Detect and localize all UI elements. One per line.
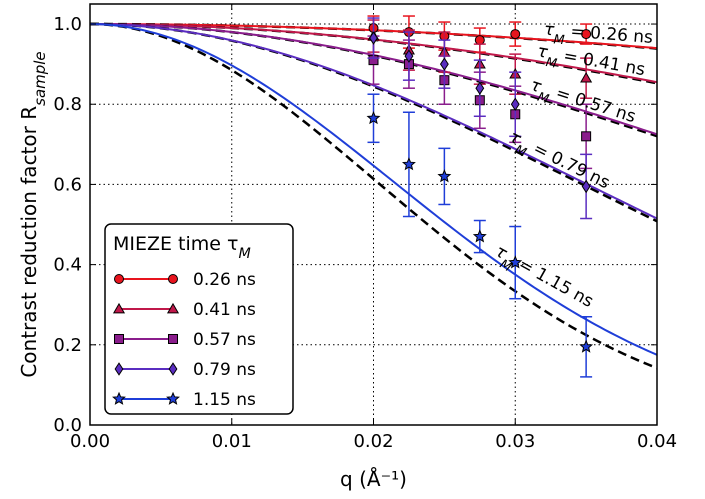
legend-marker [168,274,178,284]
data-point [510,29,521,40]
y-tick-label: 0.2 [53,335,82,356]
legend-marker [168,362,178,376]
legend-label: 0.41 ns [193,300,256,320]
data-point [580,71,593,83]
data-point [581,29,592,40]
legend-marker [114,362,124,376]
data-point [508,255,523,269]
legend-label: 0.79 ns [193,360,256,380]
legend-label: 1.15 ns [193,390,256,410]
legend-item-1: 0.41 ns [112,300,256,320]
legend-marker [168,334,178,344]
legend-label: 0.26 ns [193,270,256,290]
data-point [475,81,485,95]
x-axis-label: q (Å⁻¹) [340,467,407,491]
legend-marker [112,302,126,314]
data-point [510,97,520,112]
legend-marker [114,334,124,344]
fit-curve-dashed [89,22,658,370]
data-point [439,57,449,71]
fit-curve-3 [89,23,658,220]
data-point [581,131,592,142]
legend-label: 0.57 ns [193,330,256,350]
data-point [366,110,381,125]
y-tick-label: 0.8 [53,94,82,115]
series-3 [367,17,593,220]
y-tick-label: 1.0 [53,14,82,35]
data-points [366,15,594,378]
y-tick-label: 0.0 [53,415,82,436]
curve-label-4: τM = 1.15 ns [488,241,596,317]
legend-item-0: 0.26 ns [114,270,256,290]
curve-label-2: τM = 0.57 ns [526,75,638,133]
axis-ticks: 0.00 0.01 0.02 0.03 0.04 0.0 0.2 0.4 0.6 0.8 1.0 [53,4,677,452]
legend-title: MIEZE time τM [113,233,251,262]
data-point [472,229,487,243]
x-tick-label: 0.00 [70,431,110,452]
data-point [579,339,594,353]
y-tick-label: 0.6 [53,174,82,195]
x-tick-label: 0.04 [637,431,677,452]
legend-marker [112,391,126,405]
data-point [581,179,591,194]
legend-item-3: 0.79 ns [114,360,256,380]
y-axis-label: Contrast reduction factor Rsample [17,51,49,377]
fit-curve-4 [89,23,658,356]
y-tick-label: 0.4 [53,255,82,276]
curve-label-3: τM = 0.79 ns [503,127,613,199]
legend-marker [166,391,180,405]
data-point [474,35,485,46]
x-tick-label: 0.01 [212,431,252,452]
curve-label-1: τM = 0.41 ns [534,41,646,86]
legend-box [104,223,294,415]
data-point [369,31,378,45]
x-tick-label: 0.02 [353,431,393,452]
legend-item-4: 1.15 ns [112,390,256,410]
series-4 [366,93,594,378]
data-point [437,169,452,183]
x-tick-label: 0.03 [495,431,535,452]
legend-marker [166,302,180,314]
legend: MIEZE time τM 0.26 ns 0.41 ns 0.57 ns 0.79 n… [104,223,294,415]
data-point [401,157,416,171]
legend-item-2: 0.57 ns [114,330,256,350]
data-point [404,49,414,63]
legend-marker [114,274,124,284]
